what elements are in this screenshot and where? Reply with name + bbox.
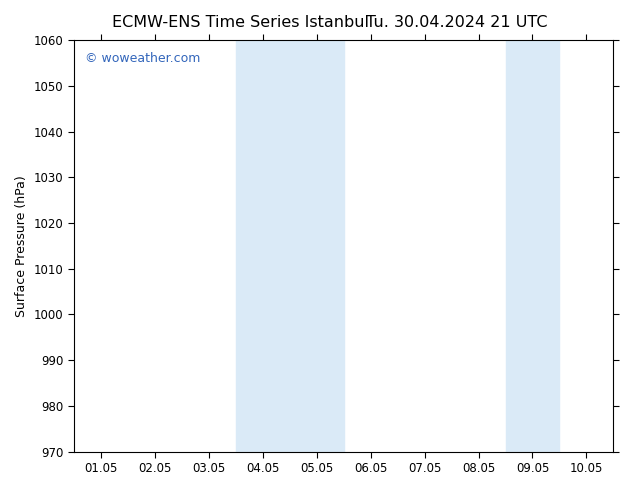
Bar [505, 40, 559, 452]
Text: ECMW-ENS Time Series Istanbul: ECMW-ENS Time Series Istanbul [112, 15, 370, 30]
Bar [236, 40, 344, 452]
Y-axis label: Surface Pressure (hPa): Surface Pressure (hPa) [15, 175, 28, 317]
Text: Tu. 30.04.2024 21 UTC: Tu. 30.04.2024 21 UTC [366, 15, 547, 30]
Text: © woweather.com: © woweather.com [84, 52, 200, 66]
